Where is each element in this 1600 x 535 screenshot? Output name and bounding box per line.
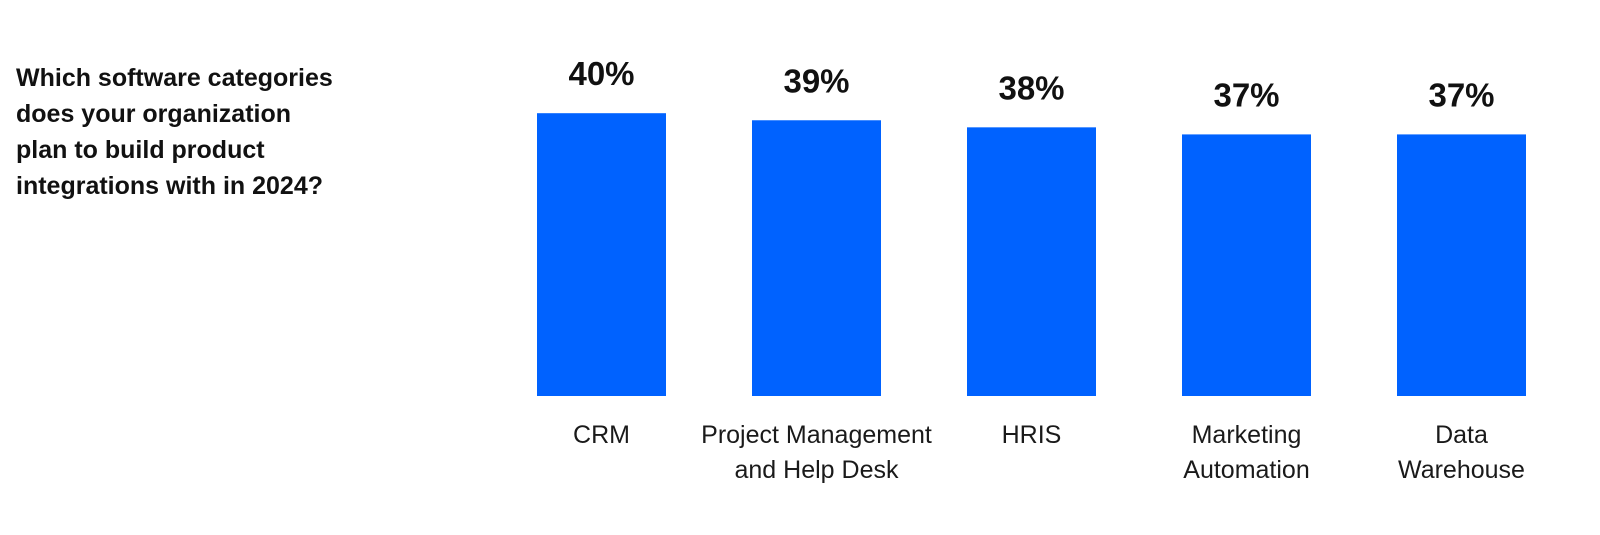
- value-label-3: 37%: [1213, 76, 1279, 113]
- bars-layer: [537, 113, 1526, 397]
- category-label-1-line-1: and Help Desk: [735, 456, 899, 484]
- bar-2: [967, 127, 1096, 396]
- category-labels-layer: CRM Project Management and Help Desk HRIS Ma…: [573, 421, 1525, 484]
- value-labels-layer: 40% 39% 38% 37% 37%: [568, 55, 1494, 113]
- category-label-4-line-0: Data: [1435, 421, 1488, 449]
- chart-question-title: Which software categories does your orga…: [16, 64, 333, 200]
- value-label-2: 38%: [998, 69, 1064, 106]
- category-label-4: Data Warehouse: [1398, 421, 1525, 484]
- category-label-0-line-0: CRM: [573, 421, 630, 449]
- category-label-2-line-0: HRIS: [1002, 421, 1062, 449]
- value-label-4: 37%: [1428, 76, 1494, 113]
- category-label-1: Project Management and Help Desk: [701, 421, 932, 484]
- category-label-3: Marketing Automation: [1183, 421, 1309, 484]
- value-label-1: 39%: [783, 62, 849, 99]
- category-label-3-line-1: Automation: [1183, 456, 1309, 484]
- bar-1: [752, 120, 881, 397]
- bar-0: [537, 113, 666, 396]
- category-label-1-line-0: Project Management: [701, 421, 932, 449]
- category-label-4-line-1: Warehouse: [1398, 456, 1525, 484]
- value-label-0: 40%: [568, 55, 634, 92]
- category-label-3-line-0: Marketing: [1192, 421, 1302, 449]
- category-label-0: CRM: [573, 421, 630, 449]
- category-label-2: HRIS: [1002, 421, 1062, 449]
- bar-4: [1397, 134, 1526, 396]
- bar-3: [1182, 134, 1311, 396]
